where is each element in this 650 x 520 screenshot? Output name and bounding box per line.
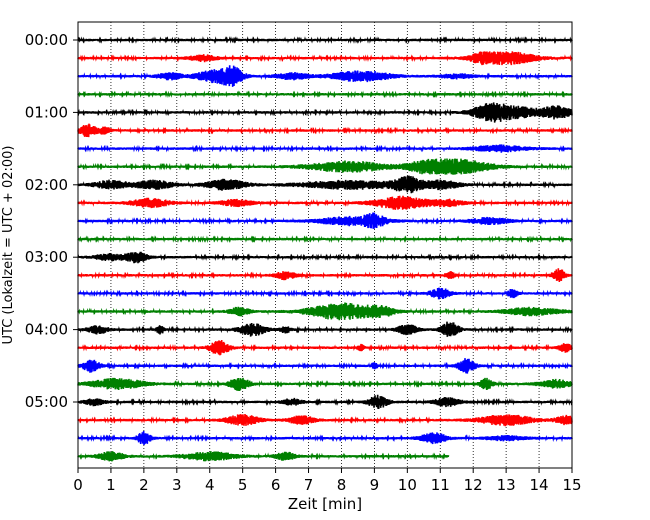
y-tick-label: 04:00 <box>25 321 68 339</box>
y-tick-label: 03:00 <box>25 248 68 266</box>
x-tick-label: 4 <box>205 476 215 494</box>
x-tick-label: 5 <box>238 476 248 494</box>
trace-0400 <box>77 321 573 337</box>
trace-0415 <box>77 339 573 356</box>
trace-0530 <box>77 431 573 446</box>
x-tick-label: 15 <box>562 476 581 494</box>
x-tick-label: 8 <box>337 476 347 494</box>
trace-0015 <box>77 51 573 66</box>
trace-0030 <box>77 65 573 87</box>
x-grid <box>110 22 540 468</box>
trace-0300 <box>77 251 573 264</box>
x-tick-label: 14 <box>530 476 549 494</box>
trace-0245 <box>77 235 573 244</box>
x-tick-label: 9 <box>370 476 380 494</box>
trace-0000 <box>77 36 573 45</box>
x-axis-label: Zeit [min] <box>288 495 362 513</box>
x-tick-label: 7 <box>304 476 314 494</box>
x-tick-label: 6 <box>271 476 281 494</box>
y-axis-label: UTC (Lokalzeit = UTC + 02:00) <box>1 146 16 345</box>
trace-0115 <box>77 123 573 138</box>
trace-0130 <box>77 144 573 153</box>
trace-0445 <box>77 377 573 391</box>
y-ticks: 00:00 01:00 02:00 03:00 04:00 05:00 <box>25 31 78 411</box>
y-tick-label: 05:00 <box>25 393 68 411</box>
y-tick-label: 01:00 <box>25 103 68 121</box>
x-tick-label: 0 <box>73 476 83 494</box>
x-tick-label: 1 <box>106 476 116 494</box>
trace-0515 <box>77 414 573 427</box>
trace-0330 <box>77 287 573 300</box>
trace-0230 <box>77 212 573 229</box>
traces <box>77 36 573 462</box>
x-tick-label: 2 <box>139 476 149 494</box>
plot-frame <box>77 21 573 469</box>
y-tick-label: 00:00 <box>25 31 68 49</box>
trace-0430 <box>77 358 573 374</box>
trace-0545 <box>77 451 450 462</box>
x-ticks: 0 1 2 3 4 5 6 7 8 9 10 11 12 13 14 15 <box>73 468 582 494</box>
trace-0145 <box>77 158 573 175</box>
trace-0315 <box>77 268 573 283</box>
trace-0500 <box>77 394 573 409</box>
trace-0100 <box>77 102 573 123</box>
x-tick-label: 13 <box>497 476 516 494</box>
trace-0345 <box>77 302 573 321</box>
x-tick-label: 10 <box>398 476 417 494</box>
y-tick-label: 02:00 <box>25 176 68 194</box>
x-tick-label: 12 <box>464 476 483 494</box>
trace-0215 <box>77 195 573 210</box>
trace-0045 <box>77 90 573 99</box>
trace-0200 <box>77 175 573 194</box>
x-tick-label: 11 <box>431 476 450 494</box>
x-tick-label: 3 <box>172 476 182 494</box>
